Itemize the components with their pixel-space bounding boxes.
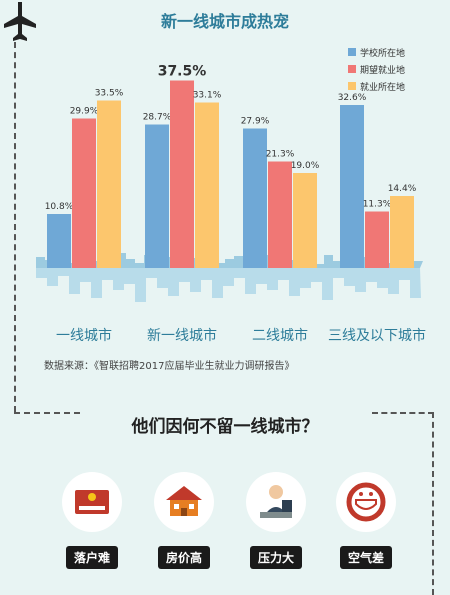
face-mask-icon (336, 472, 396, 532)
airplane-icon (4, 2, 36, 41)
category-label: 三线及以下城市 (328, 327, 426, 344)
data-label: 10.8% (45, 202, 74, 212)
legend-label: 期望就业地 (360, 64, 405, 76)
bar-3-3 (293, 173, 317, 268)
data-label: 28.7% (143, 113, 172, 123)
category-label: 一线城市 (56, 327, 112, 344)
bar-2-3 (195, 102, 219, 268)
section-subtitle: 他们因何不留一线城市？ (131, 417, 319, 437)
bar-2-1 (145, 124, 169, 268)
reason-air: 空气差 (326, 472, 406, 569)
data-label: 33.5% (95, 89, 124, 99)
bar-3-2 (268, 161, 292, 268)
legend-swatch (348, 82, 356, 90)
bar-2-2 (170, 80, 194, 268)
data-label: 29.9% (70, 107, 99, 117)
data-label: 37.5% (158, 64, 207, 80)
legend-swatch (348, 48, 356, 56)
bar-4-1 (340, 105, 364, 268)
reason-label: 房价高 (157, 546, 210, 569)
house-icon (154, 472, 214, 532)
reason-household: 落户难 (52, 472, 132, 569)
bar-chart: 10.8% 29.9% 33.5% 一线城市 28.7% 37.5% 33.1% 新一线城市 2… (36, 47, 426, 344)
bar-1-3 (97, 100, 121, 268)
reason-housing: 房价高 (144, 472, 224, 569)
data-label: 32.6% (338, 93, 367, 103)
bar-4-2 (365, 211, 389, 268)
bar-4-3 (390, 196, 414, 268)
legend-label: 就业所在地 (360, 81, 405, 93)
skyline-silhouette (36, 251, 423, 268)
reason-pressure: 压力大 (236, 472, 316, 569)
legend-label: 学校所在地 (360, 47, 405, 59)
legend-swatch (348, 65, 356, 73)
data-label: 33.1% (193, 91, 222, 101)
data-label: 27.9% (241, 117, 270, 127)
data-label: 11.3% (363, 200, 392, 210)
bar-1-1 (47, 214, 71, 268)
bar-3-1 (243, 128, 267, 268)
dashed-route-bottom-right (372, 412, 434, 414)
reason-label: 空气差 (339, 546, 392, 569)
dashed-route-left (14, 42, 18, 412)
category-label: 新一线城市 (147, 327, 217, 344)
bar-1-2 (72, 118, 96, 268)
household-registration-icon (62, 472, 122, 532)
skyline-reflection (36, 268, 421, 302)
reason-label: 落户难 (65, 546, 118, 569)
stressed-worker-icon (246, 472, 306, 532)
dashed-route-bottom-left (14, 412, 80, 414)
reason-label: 压力大 (249, 546, 302, 569)
data-label: 19.0% (291, 161, 320, 171)
page-title: 新一线城市成热宠 (160, 12, 289, 31)
data-label: 21.3% (266, 150, 295, 160)
dashed-route-right (432, 412, 436, 595)
category-label: 二线城市 (252, 327, 308, 344)
data-source: 数据来源：《智联招聘2017应届毕业生就业力调研报告》 (44, 361, 295, 372)
data-label: 14.4% (388, 184, 417, 194)
